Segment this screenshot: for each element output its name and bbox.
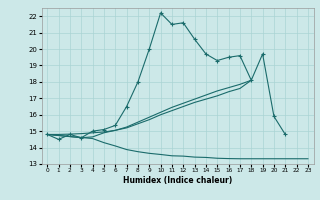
X-axis label: Humidex (Indice chaleur): Humidex (Indice chaleur) [123, 176, 232, 185]
